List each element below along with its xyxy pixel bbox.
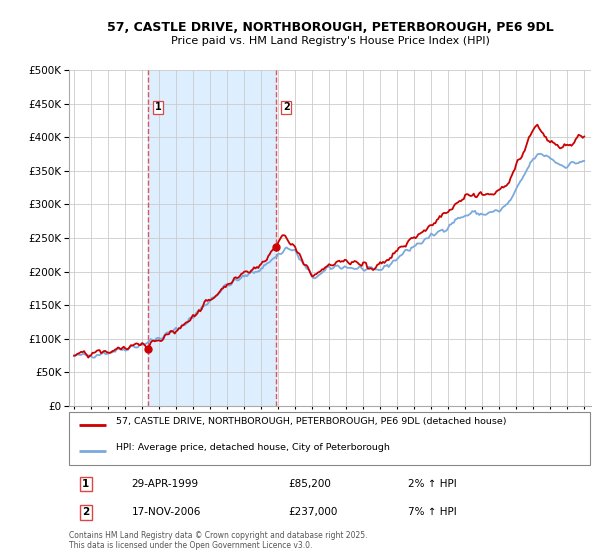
Text: HPI: Average price, detached house, City of Peterborough: HPI: Average price, detached house, City… xyxy=(116,442,390,452)
Text: £237,000: £237,000 xyxy=(288,507,338,517)
Text: 1: 1 xyxy=(82,479,89,489)
Bar xyxy=(148,70,276,406)
Text: 2: 2 xyxy=(283,102,290,113)
FancyBboxPatch shape xyxy=(69,412,590,465)
Text: 7% ↑ HPI: 7% ↑ HPI xyxy=(409,507,457,517)
Text: Contains HM Land Registry data © Crown copyright and database right 2025.
This d: Contains HM Land Registry data © Crown c… xyxy=(69,531,367,550)
Text: 57, CASTLE DRIVE, NORTHBOROUGH, PETERBOROUGH, PE6 9DL: 57, CASTLE DRIVE, NORTHBOROUGH, PETERBOR… xyxy=(107,21,553,34)
Text: 1: 1 xyxy=(155,102,161,113)
Text: Price paid vs. HM Land Registry's House Price Index (HPI): Price paid vs. HM Land Registry's House … xyxy=(170,36,490,46)
Text: 57, CASTLE DRIVE, NORTHBOROUGH, PETERBOROUGH, PE6 9DL (detached house): 57, CASTLE DRIVE, NORTHBOROUGH, PETERBOR… xyxy=(116,417,506,426)
Text: 17-NOV-2006: 17-NOV-2006 xyxy=(131,507,201,517)
Text: 2% ↑ HPI: 2% ↑ HPI xyxy=(409,479,457,489)
Text: £85,200: £85,200 xyxy=(288,479,331,489)
Text: 2: 2 xyxy=(82,507,89,517)
Text: 29-APR-1999: 29-APR-1999 xyxy=(131,479,199,489)
